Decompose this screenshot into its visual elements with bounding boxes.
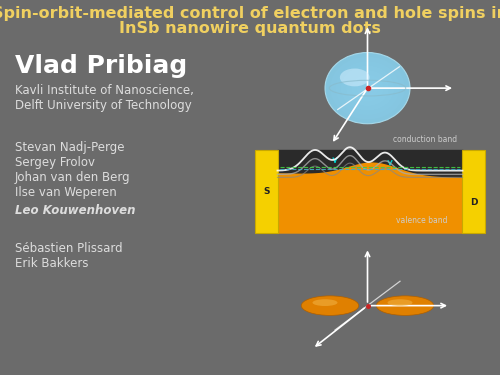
Ellipse shape <box>376 296 434 315</box>
Text: conduction band: conduction band <box>394 135 458 144</box>
Text: Spin-orbit-mediated control of electron and hole spins in: Spin-orbit-mediated control of electron … <box>0 6 500 21</box>
Text: S: S <box>263 187 270 196</box>
Ellipse shape <box>325 53 410 124</box>
Text: Stevan Nadj-Perge
Sergey Frolov
Johan van den Berg
Ilse van Weperen: Stevan Nadj-Perge Sergey Frolov Johan va… <box>15 141 130 199</box>
Ellipse shape <box>352 75 384 102</box>
Ellipse shape <box>346 70 389 106</box>
Text: Kavli Institute of Nanoscience,
Delft University of Technology: Kavli Institute of Nanoscience, Delft Un… <box>15 84 194 112</box>
Ellipse shape <box>330 57 404 119</box>
FancyBboxPatch shape <box>278 150 462 174</box>
Text: D: D <box>470 198 478 207</box>
FancyBboxPatch shape <box>278 174 462 232</box>
Text: Leo Kouwenhoven: Leo Kouwenhoven <box>15 204 136 218</box>
Text: Vlad Pribiag: Vlad Pribiag <box>15 54 187 78</box>
Text: valence band: valence band <box>396 216 448 225</box>
Ellipse shape <box>340 69 370 86</box>
Text: InSb nanowire quantum dots: InSb nanowire quantum dots <box>119 21 381 36</box>
FancyBboxPatch shape <box>462 150 485 232</box>
Text: Sébastien Plissard
Erik Bakkers: Sébastien Plissard Erik Bakkers <box>15 242 122 270</box>
Ellipse shape <box>301 296 359 315</box>
Ellipse shape <box>388 299 412 306</box>
Ellipse shape <box>336 62 400 115</box>
FancyBboxPatch shape <box>255 150 278 232</box>
Ellipse shape <box>362 84 373 93</box>
Ellipse shape <box>325 53 410 124</box>
Ellipse shape <box>341 66 394 110</box>
Ellipse shape <box>312 299 338 306</box>
Ellipse shape <box>357 79 378 97</box>
